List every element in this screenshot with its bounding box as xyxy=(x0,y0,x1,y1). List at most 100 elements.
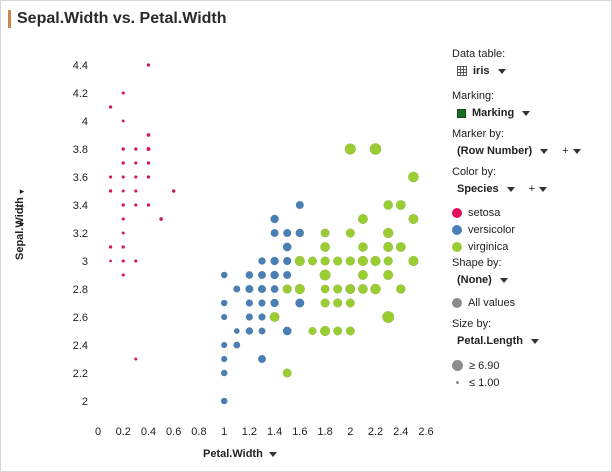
data-point-versicolor[interactable] xyxy=(245,327,254,335)
data-point-virginica[interactable] xyxy=(319,325,331,337)
data-point-setosa[interactable] xyxy=(134,189,138,193)
data-point-virginica[interactable] xyxy=(333,256,343,266)
data-point-versicolor[interactable] xyxy=(295,228,305,238)
data-point-virginica[interactable] xyxy=(308,326,317,336)
data-point-versicolor[interactable] xyxy=(233,327,240,335)
data-point-virginica[interactable] xyxy=(382,310,395,324)
data-point-versicolor[interactable] xyxy=(245,313,254,321)
data-point-virginica[interactable] xyxy=(333,284,343,294)
data-point-setosa[interactable] xyxy=(109,259,113,263)
data-point-virginica[interactable] xyxy=(320,284,330,294)
color-by-dropdown[interactable]: Species xyxy=(452,181,520,197)
data-point-virginica[interactable] xyxy=(269,311,280,323)
y-axis-expand-button-2[interactable]: ▸ xyxy=(19,218,25,228)
data-point-setosa[interactable] xyxy=(146,203,151,207)
data-point-versicolor[interactable] xyxy=(295,298,305,308)
data-point-virginica[interactable] xyxy=(395,241,406,253)
data-point-virginica[interactable] xyxy=(357,283,368,295)
data-point-setosa[interactable] xyxy=(134,161,138,165)
data-point-versicolor[interactable] xyxy=(270,214,279,224)
data-point-virginica[interactable] xyxy=(383,200,394,210)
data-point-setosa[interactable] xyxy=(134,175,138,179)
data-point-versicolor[interactable] xyxy=(283,257,292,265)
data-point-versicolor[interactable] xyxy=(220,397,228,405)
data-point-setosa[interactable] xyxy=(146,63,151,67)
data-point-virginica[interactable] xyxy=(395,199,406,211)
data-point-setosa[interactable] xyxy=(121,245,126,249)
data-point-setosa[interactable] xyxy=(146,175,151,179)
y-axis-expand-button[interactable]: ▸ xyxy=(19,186,25,196)
data-point-versicolor[interactable] xyxy=(282,326,292,336)
data-point-versicolor[interactable] xyxy=(270,256,279,266)
data-point-virginica[interactable] xyxy=(345,298,355,308)
data-point-setosa[interactable] xyxy=(121,161,126,165)
data-point-versicolor[interactable] xyxy=(245,299,254,307)
data-point-setosa[interactable] xyxy=(146,161,151,165)
marker-by-add-button[interactable]: + xyxy=(559,144,583,158)
data-point-virginica[interactable] xyxy=(294,283,305,295)
legend-item-all-values[interactable]: All values xyxy=(452,294,515,311)
data-point-versicolor[interactable] xyxy=(283,228,292,238)
data-point-virginica[interactable] xyxy=(282,284,292,294)
data-point-virginica[interactable] xyxy=(357,269,368,281)
data-point-virginica[interactable] xyxy=(294,255,305,267)
data-point-virginica[interactable] xyxy=(333,298,343,308)
data-point-virginica[interactable] xyxy=(408,255,419,267)
data-point-setosa[interactable] xyxy=(134,259,138,263)
data-point-versicolor[interactable] xyxy=(245,284,254,294)
data-point-virginica[interactable] xyxy=(370,283,381,295)
data-point-virginica[interactable] xyxy=(370,255,381,267)
data-point-setosa[interactable] xyxy=(108,105,113,109)
data-point-virginica[interactable] xyxy=(344,143,356,155)
marker-by-dropdown[interactable]: (Row Number) xyxy=(452,143,553,159)
data-point-setosa[interactable] xyxy=(171,189,176,193)
data-point-virginica[interactable] xyxy=(357,213,369,225)
data-point-setosa[interactable] xyxy=(121,203,126,207)
legend-item-setosa[interactable]: setosa xyxy=(452,204,515,221)
data-point-virginica[interactable] xyxy=(345,326,355,336)
shape-by-dropdown[interactable]: (None) xyxy=(452,272,513,288)
data-point-setosa[interactable] xyxy=(146,146,151,152)
data-point-versicolor[interactable] xyxy=(270,228,279,238)
data-point-setosa[interactable] xyxy=(121,273,125,277)
data-table-dropdown[interactable]: iris xyxy=(452,63,511,79)
data-point-setosa[interactable] xyxy=(121,175,125,179)
data-point-versicolor[interactable] xyxy=(257,284,267,294)
data-point-virginica[interactable] xyxy=(357,255,369,267)
data-point-setosa[interactable] xyxy=(121,91,125,95)
data-point-versicolor[interactable] xyxy=(258,257,266,265)
data-point-versicolor[interactable] xyxy=(220,271,228,279)
data-point-versicolor[interactable] xyxy=(245,271,254,279)
data-point-versicolor[interactable] xyxy=(220,299,228,307)
marking-dropdown[interactable]: Marking xyxy=(452,105,535,121)
size-by-dropdown[interactable]: Petal.Length xyxy=(452,333,544,349)
data-point-virginica[interactable] xyxy=(333,326,343,336)
data-point-setosa[interactable] xyxy=(133,147,138,151)
data-point-virginica[interactable] xyxy=(383,241,394,253)
data-point-virginica[interactable] xyxy=(307,256,318,266)
data-point-setosa[interactable] xyxy=(121,119,125,123)
data-point-setosa[interactable] xyxy=(121,147,126,151)
data-point-versicolor[interactable] xyxy=(258,299,266,307)
data-point-versicolor[interactable] xyxy=(282,242,292,252)
data-point-versicolor[interactable] xyxy=(220,355,228,363)
data-point-virginica[interactable] xyxy=(383,256,393,266)
data-point-setosa[interactable] xyxy=(159,217,164,221)
data-point-setosa[interactable] xyxy=(134,357,138,361)
data-point-versicolor[interactable] xyxy=(220,313,228,321)
data-point-virginica[interactable] xyxy=(320,242,331,252)
data-point-virginica[interactable] xyxy=(408,213,419,225)
data-point-virginica[interactable] xyxy=(382,227,394,239)
data-point-setosa[interactable] xyxy=(121,217,125,221)
color-by-add-button[interactable]: + xyxy=(526,182,550,196)
data-point-virginica[interactable] xyxy=(282,368,292,378)
data-point-virginica[interactable] xyxy=(320,256,330,266)
data-point-versicolor[interactable] xyxy=(258,313,266,321)
data-point-versicolor[interactable] xyxy=(295,200,304,210)
data-point-virginica[interactable] xyxy=(396,284,406,294)
data-point-versicolor[interactable] xyxy=(233,285,241,293)
data-point-virginica[interactable] xyxy=(383,269,394,281)
data-point-setosa[interactable] xyxy=(121,259,125,263)
data-point-virginica[interactable] xyxy=(358,242,368,252)
data-point-virginica[interactable] xyxy=(320,228,330,238)
